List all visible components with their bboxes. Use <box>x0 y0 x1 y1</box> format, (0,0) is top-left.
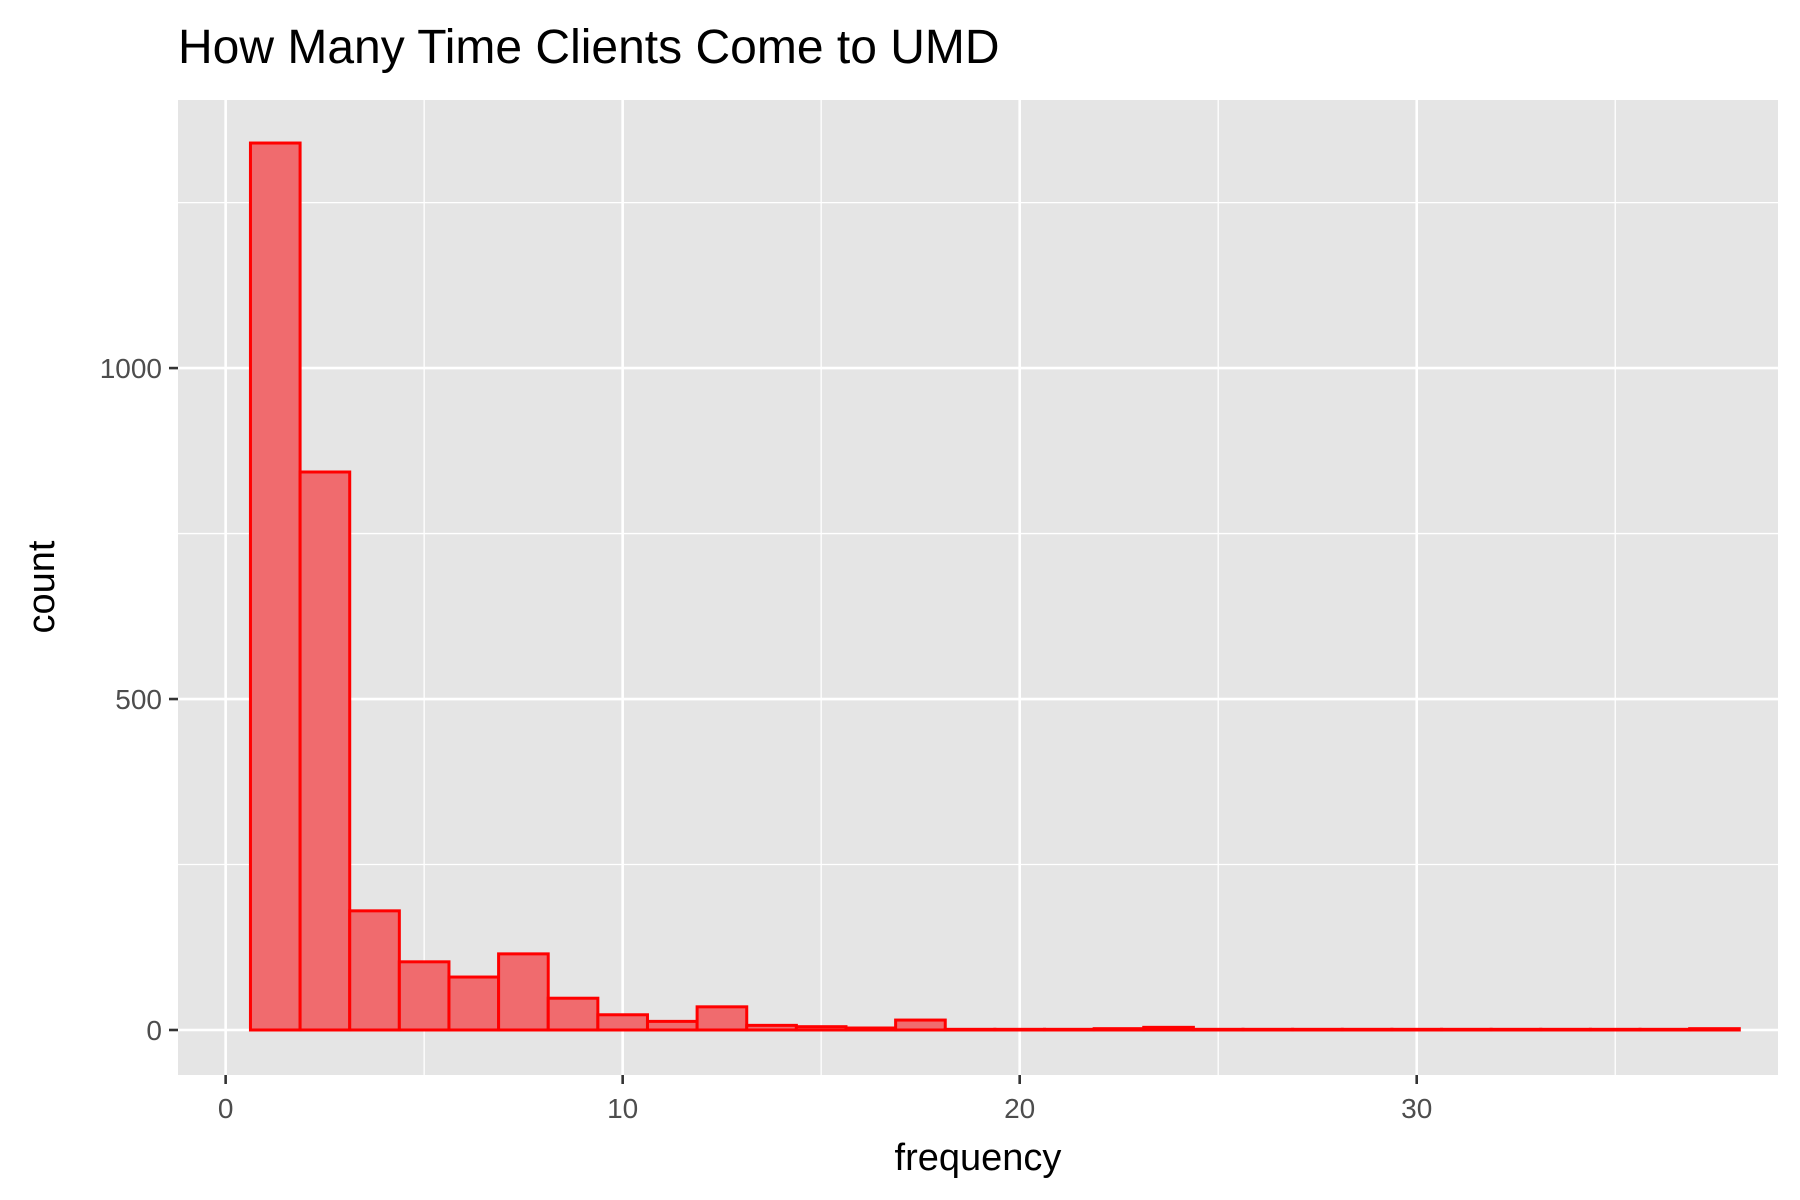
histogram-bar <box>1390 1027 1444 1032</box>
histogram-bar <box>1489 1027 1543 1032</box>
histogram-bar <box>894 1018 947 1032</box>
histogram-bar <box>1092 1027 1146 1032</box>
histogram-bar <box>1291 1027 1344 1032</box>
histogram-bar <box>695 1005 749 1032</box>
histogram-bar <box>1539 1027 1592 1032</box>
histogram-bar <box>1638 1027 1692 1032</box>
axes: 0 10 20 30 0 500 1000 <box>100 353 1433 1124</box>
y-tick-label: 0 <box>146 1015 162 1046</box>
histogram-bar <box>1241 1027 1295 1032</box>
histogram-bars <box>248 141 1741 1032</box>
histogram-bar <box>943 1027 997 1032</box>
histogram-bar <box>546 996 600 1032</box>
y-tick-label: 1000 <box>100 353 162 384</box>
histogram-bar <box>596 1013 649 1032</box>
histogram-bar <box>844 1026 898 1032</box>
histogram-bar <box>993 1027 1047 1032</box>
histogram-bar <box>348 909 401 1032</box>
histogram-bar <box>1142 1025 1195 1032</box>
histogram-bar <box>1191 1027 1245 1032</box>
histogram-bar <box>645 1019 699 1032</box>
histogram-bar <box>745 1023 798 1032</box>
histogram-bar <box>248 141 302 1032</box>
histogram-bar <box>794 1025 848 1032</box>
y-tick-label: 500 <box>115 684 162 715</box>
histogram-bar <box>1440 1027 1493 1032</box>
histogram-bar <box>1588 1027 1642 1032</box>
histogram-bar <box>1043 1027 1096 1032</box>
x-tick-label: 30 <box>1401 1093 1432 1124</box>
x-axis-title: frequency <box>895 1137 1062 1179</box>
histogram-bar <box>397 960 451 1032</box>
histogram-bar <box>447 975 501 1032</box>
histogram-bar <box>497 952 550 1032</box>
plot-panel <box>178 100 1778 1075</box>
x-tick-label: 0 <box>218 1093 234 1124</box>
chart-title: How Many Time Clients Come to UMD <box>178 21 1000 74</box>
histogram-bar <box>1340 1027 1394 1032</box>
x-tick-label: 10 <box>607 1093 638 1124</box>
x-tick-label: 20 <box>1004 1093 1035 1124</box>
histogram-bar <box>1688 1027 1741 1032</box>
y-axis-title: count <box>21 540 63 633</box>
histogram-bar <box>298 470 352 1032</box>
